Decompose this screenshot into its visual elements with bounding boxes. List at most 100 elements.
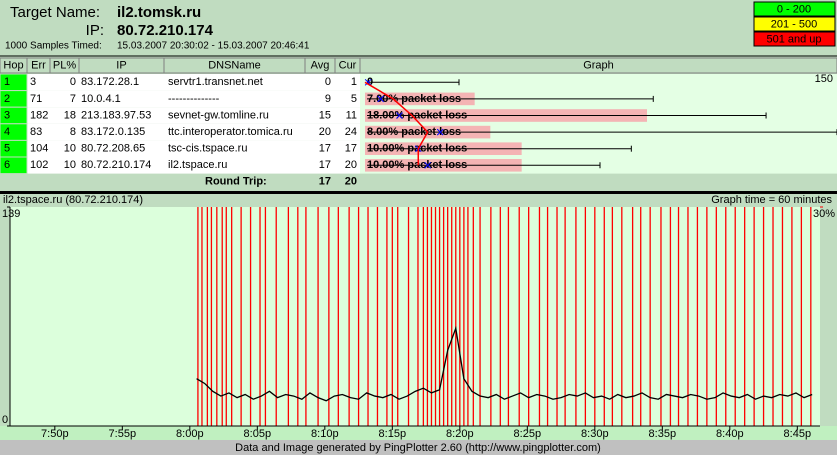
column-header: IP	[116, 59, 126, 71]
cur-marker	[396, 112, 403, 119]
cell: 83.172.28.1	[81, 76, 139, 88]
cell: 104	[30, 143, 48, 155]
cell: 17	[345, 143, 357, 155]
x-tick-label: 8:20p	[446, 428, 474, 440]
column-header: PL%	[53, 59, 76, 71]
round-trip-avg: 17	[319, 176, 331, 188]
x-tick-label: 8:25p	[514, 428, 542, 440]
cell: 3	[4, 109, 10, 121]
chart-title: il2.tspace.ru (80.72.210.174)	[3, 194, 143, 206]
y-tick-label: 0	[2, 414, 8, 426]
cell: 10	[64, 159, 76, 171]
cell: 2	[4, 93, 10, 105]
row-bg	[27, 157, 360, 174]
round-trip-label: Round Trip:	[205, 176, 267, 188]
cell: 102	[30, 159, 48, 171]
cell: tsc-cis.tspace.ru	[168, 143, 247, 155]
cell: 24	[345, 126, 357, 138]
cur-marker	[377, 95, 385, 103]
cell: 83	[30, 126, 42, 138]
x-axis-band	[0, 426, 837, 440]
ip-label: IP:	[86, 22, 104, 39]
row-bg	[27, 123, 360, 141]
cur-marker	[436, 128, 444, 136]
cell: sevnet-gw.tomline.ru	[168, 109, 269, 121]
cell: 0	[70, 76, 76, 88]
x-tick-label: 8:30p	[581, 428, 609, 440]
legend-label: 0 - 200	[777, 3, 811, 15]
cell: 9	[325, 93, 331, 105]
chart-subtitle: Graph time = 60 minutes	[711, 194, 832, 206]
cell: 83.172.0.135	[81, 126, 145, 138]
cell: 10	[64, 143, 76, 155]
cell: 17	[319, 159, 331, 171]
y2-tick-label: 30%	[813, 208, 835, 220]
cell: 20	[345, 159, 357, 171]
cur-marker	[424, 161, 432, 169]
cell: 11	[346, 109, 357, 121]
column-header: DNSName	[208, 59, 261, 71]
x-tick-label: 8:45p	[784, 428, 812, 440]
column-header: Avg	[311, 59, 330, 71]
round-trip-cur: 20	[345, 176, 357, 188]
row-bg	[27, 107, 360, 124]
graph-scale-label: 150	[815, 73, 833, 85]
legend-swatch	[753, 1, 836, 17]
samples-label: 1000 Samples Timed:	[5, 41, 102, 52]
x-tick-label: 8:10p	[311, 428, 339, 440]
column-header: Graph	[583, 59, 614, 71]
cell: 18	[64, 109, 76, 121]
row-bg	[27, 140, 360, 157]
hop-cell	[0, 156, 28, 175]
cell: 80.72.208.65	[81, 143, 145, 155]
cell: 10.0.4.1	[81, 93, 121, 105]
cell: --------------	[168, 93, 220, 105]
y-tick-label: 139	[2, 208, 20, 220]
cell: 213.183.97.53	[81, 109, 151, 121]
x-tick-label: 8:15p	[379, 428, 407, 440]
cell: 80.72.210.174	[81, 159, 151, 171]
x-tick-label: 8:35p	[649, 428, 677, 440]
cell: 15	[319, 109, 331, 121]
cell: 3	[30, 76, 36, 88]
legend-label: 201 - 500	[771, 18, 817, 30]
time-range: 15.03.2007 20:30:02 - 15.03.2007 20:46:4…	[117, 41, 310, 52]
cell: ttc.interoperator.tomica.ru	[168, 126, 293, 138]
x-tick-label: 7:55p	[109, 428, 137, 440]
cell: il2.tspace.ru	[168, 159, 227, 171]
cur-marker	[364, 78, 372, 86]
target-name: il2.tomsk.ru	[117, 4, 201, 21]
cell: 8	[70, 126, 76, 138]
legend-label: 501 and up	[766, 33, 821, 45]
row-bg	[27, 74, 360, 91]
cell: 1	[351, 76, 357, 88]
column-header: Cur	[339, 59, 357, 71]
footer-bar	[0, 440, 837, 455]
cell: 20	[319, 126, 331, 138]
ip-value: 80.72.210.174	[117, 22, 214, 39]
cell: 4	[4, 126, 10, 138]
avg-line	[364, 81, 429, 166]
cell: servtr1.transnet.net	[168, 76, 263, 88]
x-tick-label: 8:00p	[176, 428, 204, 440]
cell: 7	[70, 93, 76, 105]
footer: Data and Image generated by PingPlotter …	[235, 442, 601, 454]
divider	[0, 191, 837, 194]
row-bg	[27, 90, 360, 108]
cell: 182	[30, 109, 48, 121]
cell: 71	[30, 93, 42, 105]
cell: 0	[325, 76, 331, 88]
graph-area	[360, 74, 837, 174]
cell: 1	[4, 76, 10, 88]
cell: 5	[4, 143, 10, 155]
plot-area	[10, 207, 820, 426]
column-header: Err	[31, 59, 46, 71]
cell: 5	[351, 93, 357, 105]
legend-swatch	[753, 31, 836, 47]
column-header-cell	[359, 57, 837, 74]
cell: 6	[4, 159, 10, 171]
column-header: Hop	[3, 59, 23, 71]
target-label: Target Name:	[10, 4, 100, 21]
x-tick-label: 8:05p	[244, 428, 272, 440]
